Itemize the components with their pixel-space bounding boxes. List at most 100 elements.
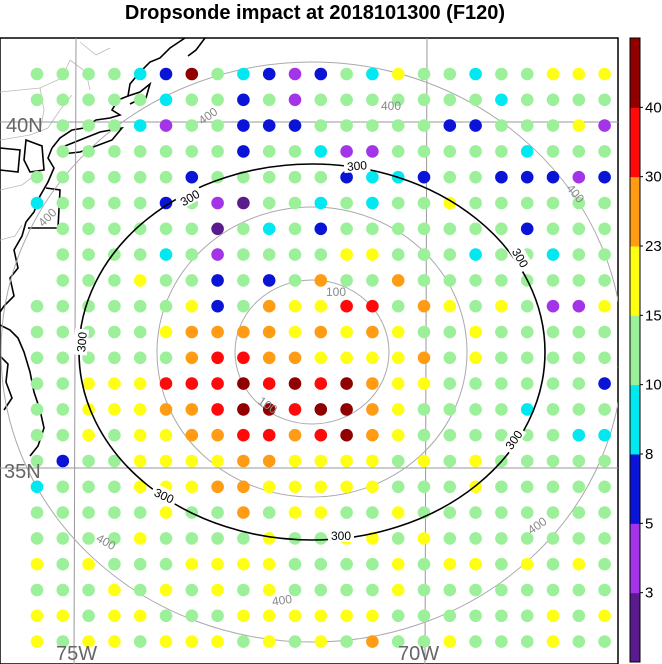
impact-point [30, 428, 44, 442]
impact-point [598, 274, 611, 287]
impact-point [288, 299, 302, 313]
impact-point [469, 248, 482, 261]
impact-point [366, 145, 379, 158]
impact-point [340, 145, 353, 158]
impact-point [520, 480, 534, 494]
impact-point [366, 428, 379, 442]
impact-point [546, 583, 560, 597]
impact-point [495, 196, 508, 210]
impact-point [82, 170, 95, 184]
colorbar-swatch [630, 592, 640, 663]
impact-point [262, 428, 276, 442]
impact-point [546, 532, 560, 545]
impact-point [237, 454, 250, 468]
impact-point [262, 480, 276, 494]
impact-point [443, 480, 457, 494]
impact-point [417, 428, 431, 442]
impact-point [262, 299, 276, 313]
impact-point [262, 67, 276, 81]
impact-point [314, 532, 328, 545]
impact-point [572, 145, 586, 158]
impact-point [30, 454, 44, 468]
impact-point [417, 170, 431, 184]
impact-point [262, 274, 276, 287]
impact-point [598, 248, 611, 261]
impact-point [417, 145, 431, 158]
impact-point [288, 583, 302, 597]
impact-point [211, 274, 224, 287]
impact-point [443, 299, 457, 313]
impact-point [82, 222, 95, 236]
impact-point [520, 145, 534, 158]
impact-point [56, 609, 70, 623]
impact-point [237, 609, 250, 623]
impact-point [572, 222, 586, 236]
impact-point [262, 377, 276, 390]
impact-point [133, 325, 147, 339]
impact-point [495, 119, 508, 132]
impact-point [495, 377, 508, 390]
impact-point [133, 299, 147, 313]
impact-point [185, 428, 199, 442]
impact-point [495, 299, 508, 313]
impact-point [314, 67, 328, 81]
colorbar-label: 8 [645, 446, 653, 463]
impact-point [572, 454, 586, 468]
impact-point [288, 119, 302, 132]
impact-point [288, 325, 302, 339]
impact-point [495, 325, 508, 339]
impact-point [417, 351, 431, 365]
impact-point [520, 325, 534, 339]
impact-point [185, 454, 199, 468]
impact-point [366, 557, 379, 571]
impact-point [56, 428, 70, 442]
impact-point [443, 583, 457, 597]
impact-point [288, 274, 302, 287]
impact-point [82, 119, 95, 132]
impact-point [211, 351, 224, 365]
impact-point [391, 609, 405, 623]
impact-point [546, 67, 560, 81]
impact-point [391, 403, 405, 416]
impact-point [108, 609, 121, 623]
impact-point [572, 532, 586, 545]
impact-point [417, 583, 431, 597]
colorbar-swatch [630, 315, 640, 386]
impact-point [237, 274, 250, 287]
ring-label-400-e: 400 [614, 351, 630, 372]
impact-point [108, 67, 121, 81]
impact-point [469, 557, 482, 571]
impact-point [520, 196, 534, 210]
impact-point [82, 196, 95, 210]
impact-point [469, 299, 482, 313]
impact-point [314, 403, 328, 416]
impact-point [262, 222, 276, 236]
impact-point [56, 196, 70, 210]
impact-point [495, 609, 508, 623]
impact-point [82, 377, 95, 390]
ring-label-400-b: 400 [381, 99, 401, 113]
impact-point [314, 222, 328, 236]
impact-point [211, 93, 224, 107]
impact-point [108, 480, 121, 494]
impact-point [82, 609, 95, 623]
impact-point [340, 454, 353, 468]
impact-point [56, 635, 70, 648]
impact-point [572, 480, 586, 494]
impact-point [520, 299, 534, 313]
impact-point [366, 583, 379, 597]
impact-point [159, 67, 173, 81]
impact-point [598, 67, 611, 81]
colorbar-label: 10 [645, 377, 662, 394]
impact-point [366, 248, 379, 261]
impact-point [469, 609, 482, 623]
impact-point [56, 377, 70, 390]
impact-point [340, 325, 353, 339]
impact-point [495, 222, 508, 236]
impact-point [108, 222, 121, 236]
impact-point [469, 222, 482, 236]
impact-point [495, 428, 508, 442]
impact-point [314, 248, 328, 261]
impact-point [288, 609, 302, 623]
